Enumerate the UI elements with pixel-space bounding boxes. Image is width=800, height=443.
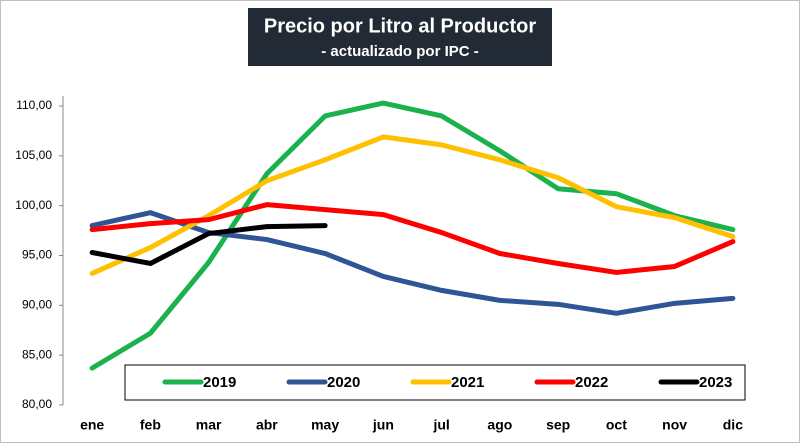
legend-label: 2019 bbox=[203, 374, 236, 391]
x-tick-label: jun bbox=[372, 417, 394, 433]
y-tick-label: 95,00 bbox=[22, 248, 52, 262]
y-tick-label: 85,00 bbox=[22, 347, 52, 361]
x-tick-label: feb bbox=[140, 417, 161, 433]
legend-label: 2022 bbox=[575, 374, 608, 391]
x-tick-label: abr bbox=[256, 417, 278, 433]
series-line bbox=[89, 223, 328, 266]
y-tick-label: 90,00 bbox=[22, 298, 52, 312]
legend-label: 2023 bbox=[699, 374, 732, 391]
series-line bbox=[89, 100, 736, 371]
x-tick-label: ene bbox=[80, 417, 104, 433]
x-tick-label: nov bbox=[662, 417, 687, 433]
y-tick-label: 80,00 bbox=[22, 397, 52, 411]
chart-title: Precio por Litro al Productor bbox=[264, 15, 536, 37]
chart-subtitle: - actualizado por IPC - bbox=[321, 43, 479, 60]
x-tick-label: ago bbox=[487, 417, 512, 433]
legend-label: 2021 bbox=[451, 374, 484, 391]
series-line bbox=[89, 210, 736, 316]
x-tick-label: may bbox=[311, 417, 339, 433]
x-tick-label: dic bbox=[723, 417, 743, 433]
series-line bbox=[89, 202, 736, 275]
x-tick-label: sep bbox=[546, 417, 570, 433]
x-tick-label: jul bbox=[432, 417, 449, 433]
y-tick-label: 100,00 bbox=[15, 198, 52, 212]
x-tick-label: mar bbox=[196, 417, 222, 433]
y-tick-label: 105,00 bbox=[15, 148, 52, 162]
title-box bbox=[248, 8, 552, 66]
legend-label: 2020 bbox=[327, 374, 360, 391]
x-tick-label: oct bbox=[606, 417, 627, 433]
y-tick-label: 110,00 bbox=[16, 98, 52, 112]
